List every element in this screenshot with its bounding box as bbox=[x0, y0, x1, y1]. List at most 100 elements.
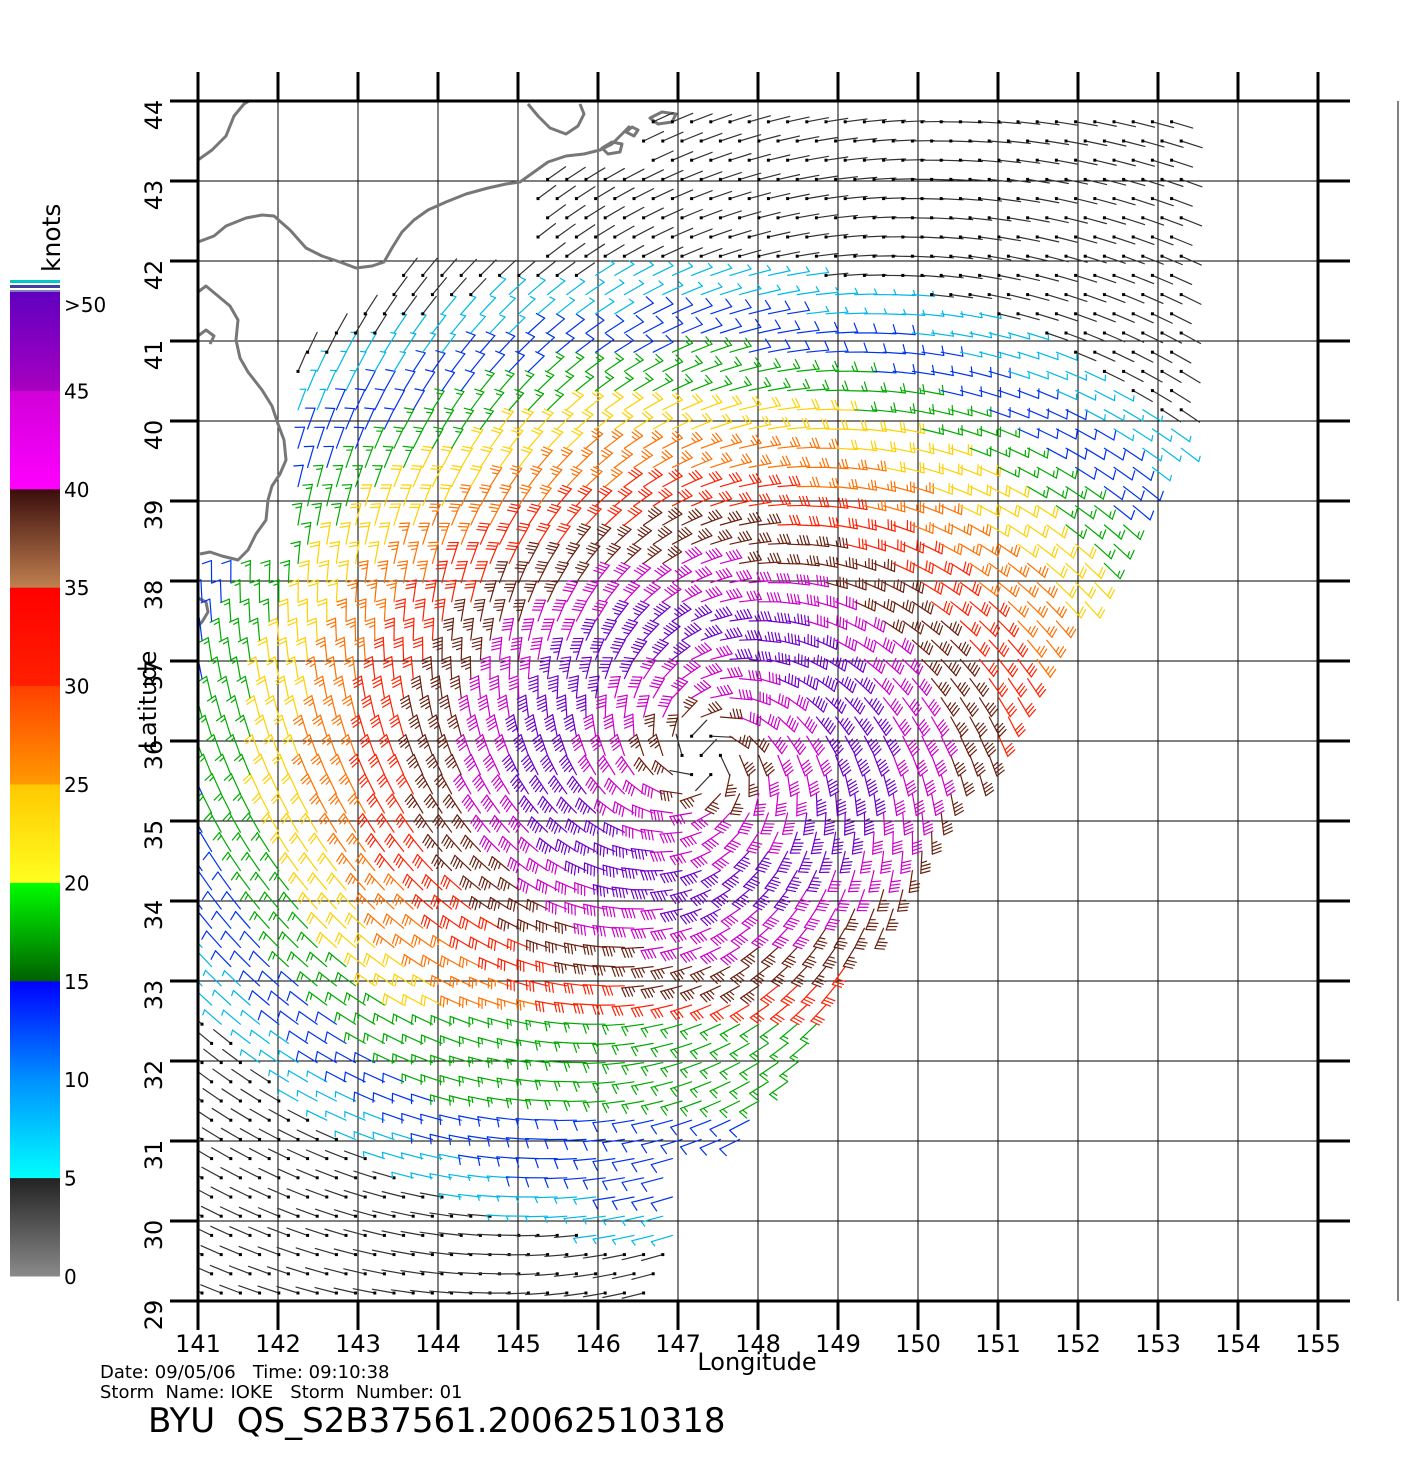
wind-barb bbox=[584, 863, 605, 876]
wind-barb bbox=[269, 912, 288, 928]
wind-barb bbox=[970, 485, 991, 496]
wind-barb bbox=[364, 657, 375, 679]
wind-barb bbox=[1170, 274, 1192, 285]
wind-barb bbox=[701, 318, 722, 333]
wind-barb bbox=[1076, 583, 1096, 599]
wind-barb bbox=[720, 1139, 740, 1155]
wind-barb bbox=[366, 834, 385, 852]
wind-barb bbox=[682, 547, 702, 563]
wind-barb bbox=[304, 696, 317, 717]
wind-barb bbox=[749, 300, 770, 313]
wind-barb bbox=[612, 1197, 634, 1210]
wind-barb bbox=[227, 696, 241, 717]
wind-barb bbox=[730, 609, 752, 621]
wind-barb bbox=[884, 736, 901, 756]
wind-barb bbox=[526, 542, 539, 563]
wind-barb bbox=[509, 351, 524, 371]
wind-barb bbox=[759, 672, 780, 684]
wind-barb bbox=[893, 638, 913, 653]
wind-barb bbox=[999, 621, 1019, 637]
wind-barb bbox=[1084, 293, 1106, 302]
wind-barb bbox=[288, 1150, 310, 1161]
wind-barb bbox=[377, 774, 394, 794]
colorbar-label: >50 bbox=[64, 293, 106, 317]
wind-barb bbox=[1181, 448, 1200, 461]
wind-barb bbox=[398, 735, 413, 756]
wind-barb bbox=[623, 169, 644, 181]
wind-barb bbox=[690, 191, 712, 200]
wind-barb bbox=[486, 715, 499, 736]
wind-barb bbox=[381, 696, 394, 717]
wind-barb bbox=[700, 986, 720, 1002]
wind-barb bbox=[873, 832, 883, 854]
wind-barb bbox=[250, 580, 259, 602]
wind-barb bbox=[807, 696, 827, 712]
wind-barb bbox=[306, 992, 327, 1005]
wind-barb bbox=[749, 266, 770, 276]
wind-barb bbox=[213, 1069, 232, 1083]
wind-barb bbox=[428, 715, 442, 736]
wind-barb bbox=[308, 370, 317, 390]
wind-barb bbox=[672, 678, 688, 698]
wind-barb bbox=[788, 267, 810, 275]
wind-barb bbox=[403, 874, 423, 889]
wind-barb bbox=[1047, 525, 1068, 538]
wind-barb bbox=[277, 638, 288, 660]
wind-barb bbox=[346, 618, 355, 640]
wind-barb bbox=[373, 1014, 394, 1025]
wind-barb bbox=[545, 1178, 567, 1188]
wind-barb bbox=[778, 633, 799, 645]
wind-barb bbox=[441, 875, 461, 889]
wind-barb bbox=[319, 561, 329, 583]
wind-barb bbox=[932, 832, 942, 854]
wind-barb bbox=[537, 262, 556, 277]
wind-barb bbox=[730, 300, 751, 314]
wind-barb bbox=[500, 447, 513, 468]
lat-label-44: 44 bbox=[140, 100, 168, 131]
colorbar-label: 15 bbox=[64, 970, 89, 994]
wind-barb bbox=[345, 953, 366, 967]
wind-barb bbox=[700, 1139, 720, 1155]
wind-barb bbox=[725, 775, 736, 797]
wind-barb bbox=[816, 794, 826, 816]
wind-barb bbox=[613, 188, 634, 200]
wind-barb bbox=[421, 1154, 442, 1159]
wind-barb bbox=[374, 934, 394, 948]
wind-barb bbox=[251, 872, 270, 890]
wind-barb bbox=[855, 480, 877, 490]
wind-barb bbox=[622, 868, 644, 879]
colorbar-segment-15-20 bbox=[10, 882, 60, 981]
wind-barb bbox=[384, 408, 394, 429]
lat-label-43: 43 bbox=[140, 180, 168, 211]
wind-barb bbox=[631, 967, 653, 978]
wind-barb bbox=[864, 500, 885, 510]
wind-barb bbox=[816, 596, 837, 608]
wind-barb bbox=[1008, 602, 1028, 617]
wind-barb bbox=[409, 715, 423, 736]
wind-barb bbox=[663, 355, 683, 371]
wind-barb bbox=[663, 317, 683, 333]
colorbar-label: 0 bbox=[64, 1265, 77, 1289]
wind-barb bbox=[670, 851, 691, 864]
wind-barb bbox=[526, 1178, 548, 1187]
wind-barb bbox=[432, 351, 445, 372]
wind-barb bbox=[376, 599, 385, 621]
wind-barb bbox=[263, 774, 279, 794]
wind-barb bbox=[430, 1134, 451, 1143]
wind-barb bbox=[203, 970, 221, 985]
wind-barb bbox=[192, 1187, 213, 1199]
wind-barb bbox=[555, 922, 576, 933]
wind-barb bbox=[442, 333, 455, 352]
wind-barb bbox=[807, 775, 819, 797]
wind-barb bbox=[797, 360, 819, 371]
wind-barb bbox=[759, 755, 774, 775]
wind-barb bbox=[922, 503, 943, 514]
wind-barb bbox=[492, 775, 509, 794]
wind-barb bbox=[762, 947, 778, 966]
wind-barb bbox=[922, 346, 944, 355]
wind-barb bbox=[681, 133, 703, 143]
wind-barb bbox=[832, 967, 845, 988]
wind-barb bbox=[435, 599, 445, 621]
lat-label-31: 31 bbox=[140, 1140, 168, 1171]
